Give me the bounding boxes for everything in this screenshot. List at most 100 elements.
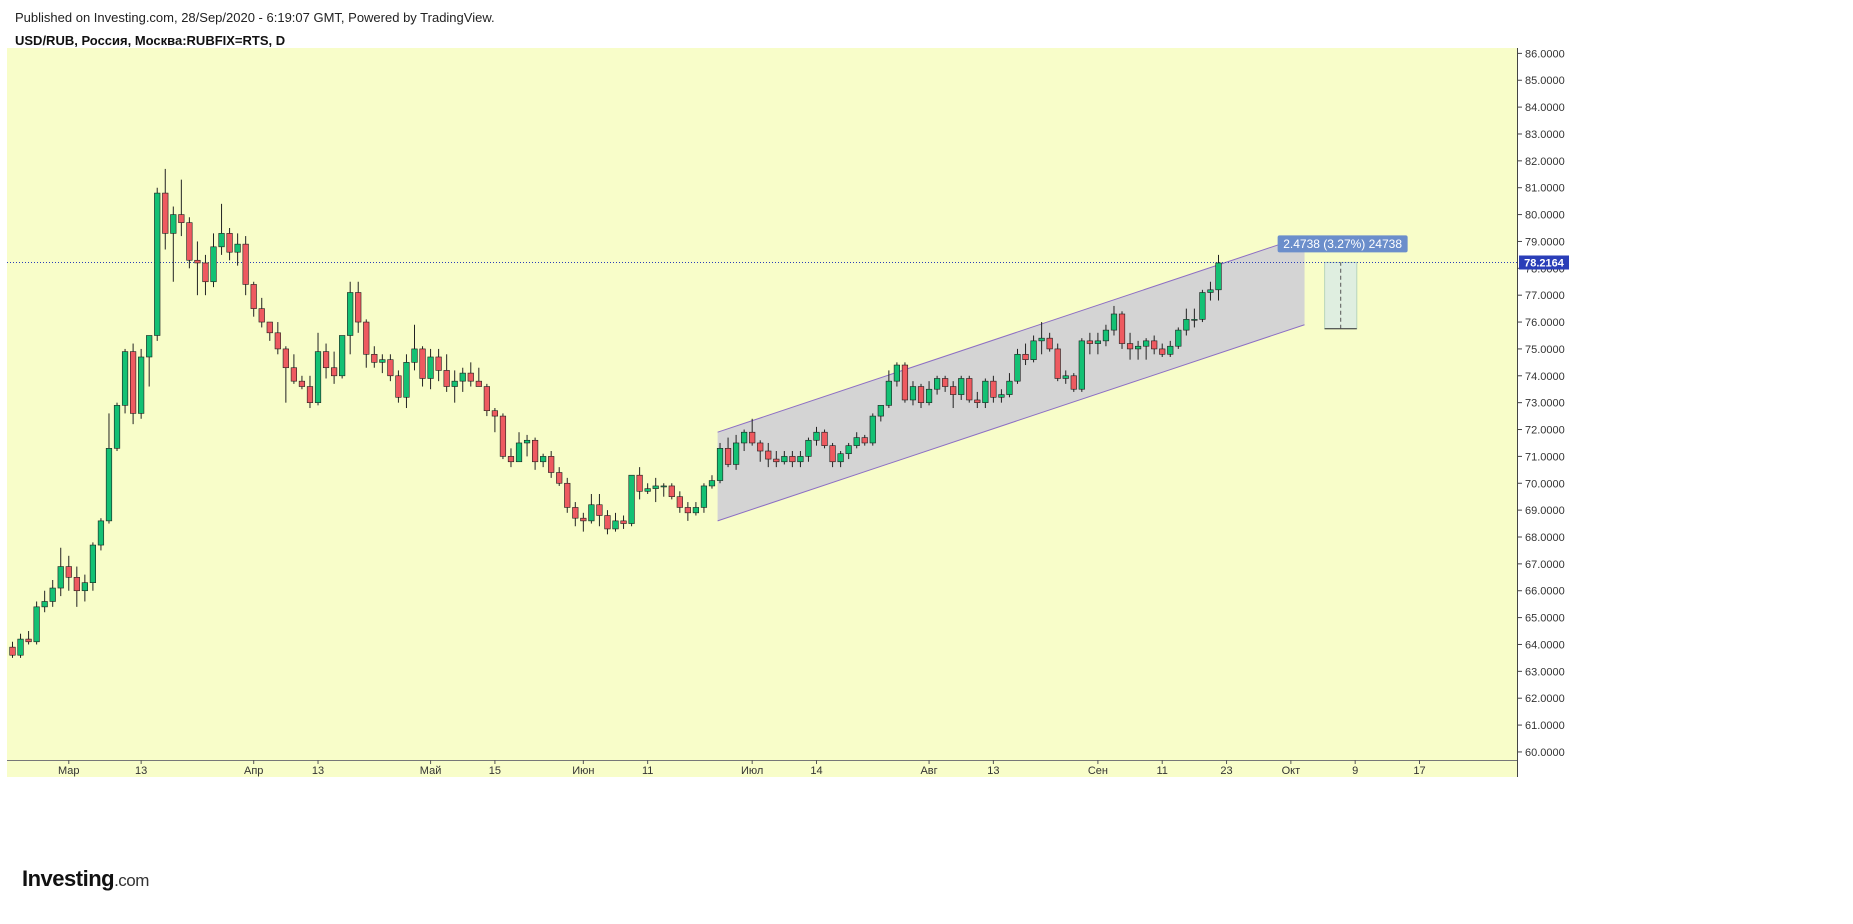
candle-down xyxy=(620,520,627,524)
candle-up xyxy=(885,380,892,406)
y-tick-label: 63.0000 xyxy=(1525,666,1565,678)
candle-up xyxy=(958,378,965,395)
candle-up xyxy=(909,386,917,401)
y-tick-label: 80.0000 xyxy=(1525,210,1565,222)
candle-up xyxy=(105,448,113,522)
candle-down xyxy=(990,380,997,398)
candle-up xyxy=(853,437,860,446)
candle-down xyxy=(322,351,330,369)
candle-down xyxy=(306,386,314,403)
candle-down xyxy=(821,431,828,446)
candle-down xyxy=(548,456,555,473)
x-tick-label: 11 xyxy=(642,765,653,777)
candle-down xyxy=(765,450,772,460)
x-tick-label: Апр xyxy=(244,765,263,777)
symbol-title: USD/RUB, Россия, Москва:RUBFIX=RTS, D xyxy=(15,33,286,48)
x-tick-label: Окт xyxy=(1282,765,1301,777)
x-tick-label: 17 xyxy=(1413,765,1425,777)
candle-up xyxy=(741,431,748,444)
y-tick-label: 60.0000 xyxy=(1525,747,1565,759)
x-tick-label: Мар xyxy=(58,765,80,777)
candle-up xyxy=(523,439,531,444)
y-tick-label: 83.0000 xyxy=(1525,129,1565,141)
candle-up xyxy=(1175,329,1182,347)
y-tick-label: 77.0000 xyxy=(1525,290,1565,302)
candle-up xyxy=(89,544,96,583)
candle-down xyxy=(298,380,306,387)
candle-down xyxy=(202,262,209,283)
candle-up xyxy=(652,485,659,489)
x-tick-label: Сен xyxy=(1088,765,1108,777)
x-tick-label: 13 xyxy=(987,765,999,777)
candle-up xyxy=(1078,340,1085,390)
candle-down xyxy=(1022,353,1029,360)
last-price-badge xyxy=(1519,255,1569,270)
published-line: Published on Investing.com, 28/Sep/2020 … xyxy=(15,10,495,25)
candle-up xyxy=(1143,340,1150,347)
candle-up xyxy=(1038,337,1045,342)
candle-down xyxy=(363,321,370,355)
candle-down xyxy=(1151,340,1158,350)
candle-down xyxy=(1046,337,1053,350)
candle-down xyxy=(467,372,474,382)
candle-up xyxy=(339,335,346,377)
candle-down xyxy=(757,442,764,452)
candle-up xyxy=(427,356,434,379)
candle-down xyxy=(580,517,587,522)
last-price-label: 78.2164 xyxy=(1524,258,1565,270)
x-tick-label: Май xyxy=(420,765,442,777)
candle-down xyxy=(258,308,265,323)
candle-down xyxy=(531,439,539,463)
candle-down xyxy=(974,399,981,403)
y-tick-label: 79.0000 xyxy=(1525,236,1565,248)
x-tick-label: 11 xyxy=(1157,765,1168,777)
candle-down xyxy=(499,415,507,457)
candle-up xyxy=(459,372,466,382)
x-axis-band xyxy=(7,760,1517,777)
candle-down xyxy=(917,386,925,403)
y-tick-label: 74.0000 xyxy=(1525,371,1565,383)
candle-up xyxy=(540,456,547,463)
channel-lower-line xyxy=(717,324,1305,522)
candle-down xyxy=(491,410,499,417)
candle-up xyxy=(781,456,788,463)
candle-up xyxy=(797,456,804,463)
candle-down xyxy=(1070,375,1077,390)
candle-down xyxy=(162,192,169,234)
candle-down xyxy=(901,364,909,401)
y-tick-label: 65.0000 xyxy=(1525,613,1565,625)
candle-up xyxy=(170,214,177,234)
candle-up xyxy=(57,566,64,589)
candle-down xyxy=(829,445,836,463)
candle-up xyxy=(347,292,354,336)
x-tick-label: 13 xyxy=(312,765,324,777)
candle-up xyxy=(837,453,844,463)
candle-down xyxy=(684,507,691,514)
candle-up xyxy=(379,359,386,363)
candle-up xyxy=(628,474,635,524)
candle-up xyxy=(1207,289,1214,293)
x-tick-label: Июн xyxy=(572,765,594,777)
trend-channel-fill xyxy=(717,236,1305,521)
candle-up xyxy=(660,485,667,488)
candle-down xyxy=(194,259,201,264)
candle-up xyxy=(403,362,410,398)
logo-suffix: .com xyxy=(114,871,149,890)
candle-down xyxy=(73,576,80,592)
candle-up xyxy=(708,480,716,487)
y-tick-label: 84.0000 xyxy=(1525,102,1565,114)
y-tick-label: 86.0000 xyxy=(1525,48,1565,60)
x-tick-label: Июл xyxy=(741,765,763,777)
candle-up xyxy=(813,431,820,441)
channel-upper-line xyxy=(717,235,1305,433)
candle-down xyxy=(1054,348,1061,379)
candle-up xyxy=(146,335,153,358)
candle-up xyxy=(1014,353,1021,382)
candle-down xyxy=(564,482,571,508)
candle-down xyxy=(475,380,482,387)
candle-up xyxy=(1006,380,1013,395)
candle-up xyxy=(97,520,105,546)
candle-down xyxy=(1086,340,1093,344)
